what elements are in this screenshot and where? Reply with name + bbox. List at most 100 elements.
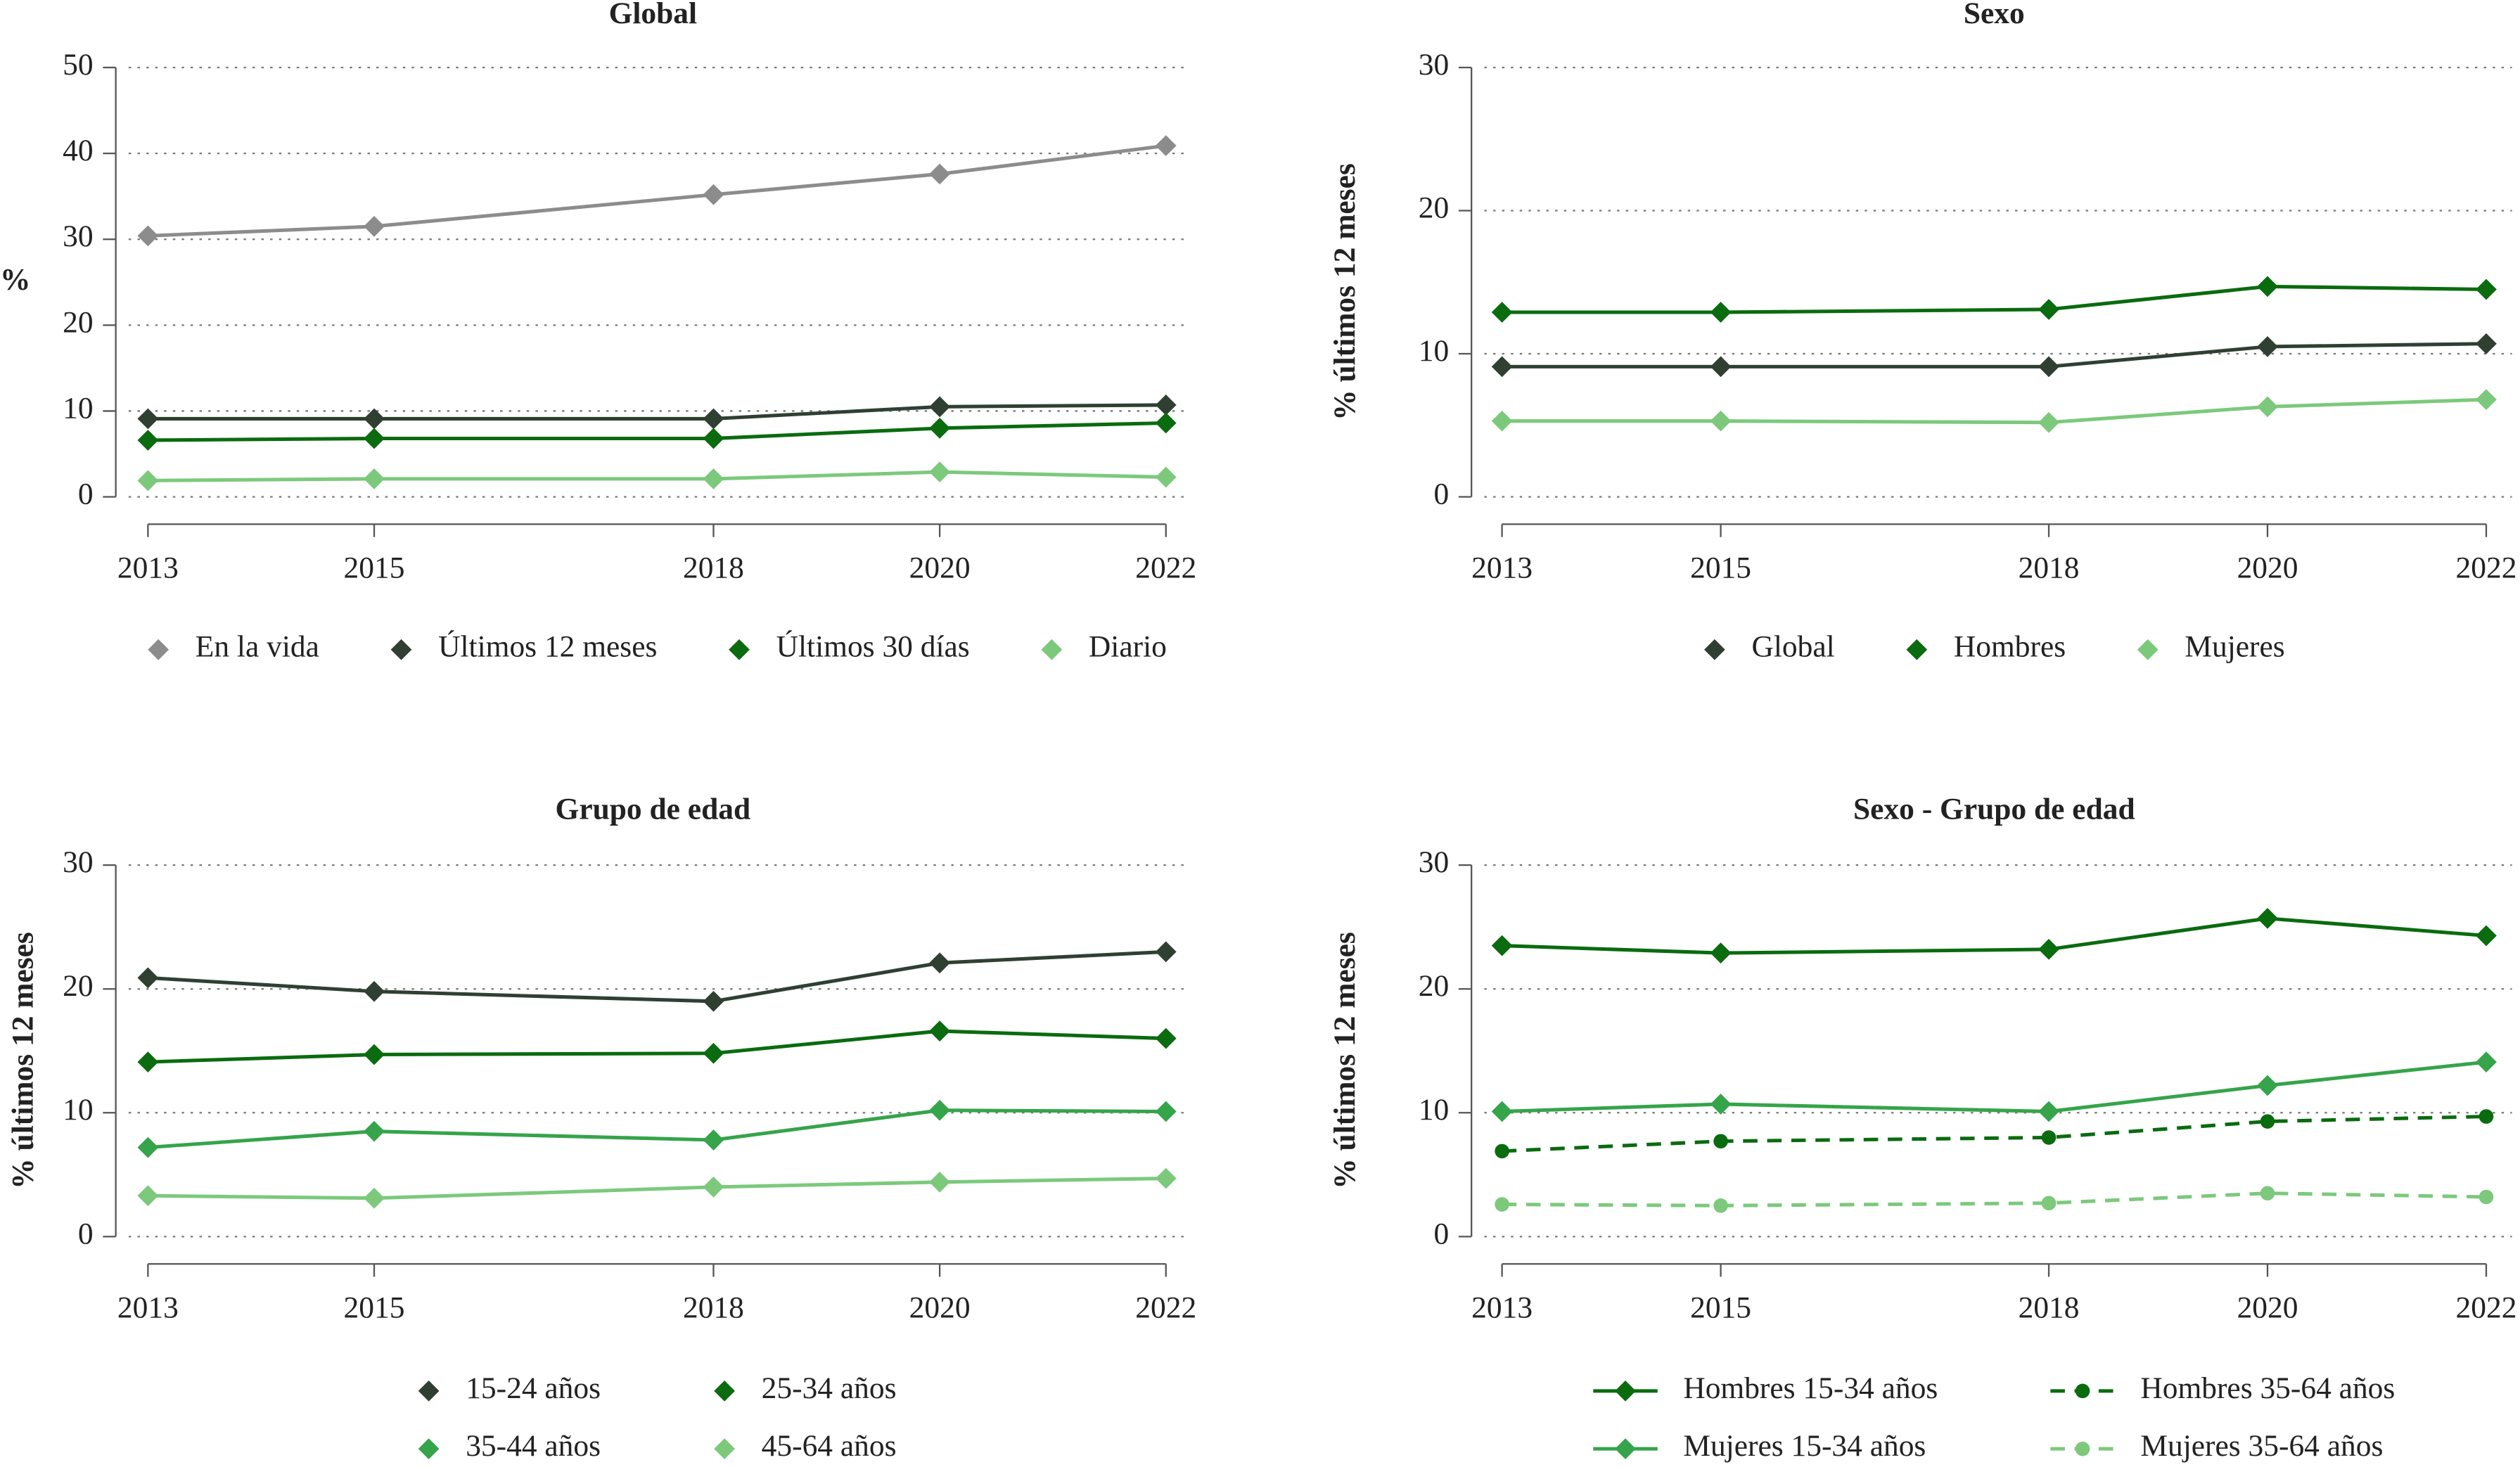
series-line: [1502, 1115, 2487, 1153]
marker: [390, 639, 412, 660]
chart-title: Sexo - Grupo de edad: [1853, 793, 2135, 826]
marker: [2257, 1075, 2278, 1096]
legend-label: Mujeres 35-64 años: [2140, 1429, 2383, 1463]
series-line: [1502, 397, 2487, 425]
marker: [703, 428, 724, 449]
marker: [2260, 1186, 2275, 1201]
legend-item: Mujeres: [2137, 630, 2285, 664]
legend-label: Global: [1751, 630, 1834, 664]
marker: [2257, 907, 2278, 929]
marker: [1155, 941, 1177, 963]
marker: [1491, 1101, 1513, 1122]
marker: [137, 1136, 159, 1158]
series-line: [148, 1177, 1166, 1200]
marker: [703, 468, 724, 489]
marker: [703, 1177, 724, 1198]
y-tick-label: 30: [1419, 845, 1449, 879]
marker: [364, 1187, 385, 1209]
legend-label: 25-34 años: [762, 1371, 897, 1405]
y-tick-label: 20: [63, 969, 93, 1003]
series-line: [1502, 1060, 2487, 1114]
legend-item: Hombres 15-34 años: [1593, 1371, 1938, 1405]
marker: [929, 1020, 950, 1042]
x-tick-label: 2020: [2237, 551, 2298, 585]
marker: [2476, 333, 2497, 354]
panel: Sexo % últimos 12 meses 0 10 20 30 2013 2015 201…: [1328, 0, 2516, 664]
legend-label: Hombres 15-34 años: [1683, 1371, 1938, 1405]
y-tick-label: 30: [63, 845, 93, 879]
x-tick-label: 2018: [2019, 1290, 2080, 1324]
marker: [2476, 278, 2497, 300]
legend-item: 25-34 años: [714, 1371, 897, 1405]
series-line: [148, 1029, 1166, 1064]
legend-item: 45-64 años: [714, 1429, 897, 1463]
legend-label: 45-64 años: [762, 1429, 897, 1463]
x-tick-label: 2015: [344, 1290, 405, 1324]
legend-label: Diario: [1089, 630, 1167, 664]
marker: [2260, 1114, 2275, 1129]
x-tick-label: 2015: [1690, 1290, 1751, 1324]
x-tick-label: 2020: [2237, 1290, 2298, 1324]
marker: [364, 428, 385, 449]
marker: [2038, 299, 2059, 320]
marker: [1710, 302, 1732, 323]
marker: [1491, 356, 1513, 378]
y-axis-label: % últimos 12 meses: [1328, 932, 1362, 1189]
x-tick-label: 2013: [117, 551, 179, 585]
marker: [1710, 942, 1732, 964]
x-tick-label: 2013: [117, 1290, 179, 1324]
marker: [1155, 135, 1177, 157]
marker: [1491, 410, 1513, 432]
legend-item: Hombres 35-64 años: [2050, 1371, 2395, 1405]
x-tick-label: 2022: [1135, 551, 1196, 585]
marker: [137, 470, 159, 492]
legend-item: Mujeres 15-34 años: [1593, 1429, 1926, 1463]
marker: [137, 408, 159, 430]
marker: [2476, 925, 2497, 947]
legend-label: 15-24 años: [466, 1371, 601, 1405]
marker: [2479, 1189, 2494, 1205]
marker: [929, 163, 950, 185]
marker: [929, 417, 950, 439]
marker: [364, 216, 385, 237]
marker: [2075, 1441, 2090, 1456]
marker: [1041, 639, 1063, 660]
legend-item: Últimos 30 días: [729, 629, 970, 664]
marker: [1155, 1167, 1177, 1189]
x-tick-label: 2013: [1471, 551, 1533, 585]
marker: [2137, 639, 2158, 660]
y-tick-label: 20: [63, 305, 93, 339]
legend-item: 35-44 años: [418, 1429, 601, 1463]
series-line: [1502, 284, 2487, 314]
x-tick-label: 2018: [683, 1290, 744, 1324]
series-line: [1502, 342, 2487, 369]
legend-item: Últimos 12 meses: [390, 629, 657, 664]
legend-label: Últimos 30 días: [776, 629, 970, 664]
y-tick-label: 10: [1419, 334, 1449, 368]
marker: [1710, 1094, 1732, 1115]
marker: [929, 952, 950, 974]
chart-title: Grupo de edad: [556, 793, 751, 826]
y-axis-label: % últimos 12 meses: [6, 932, 40, 1189]
marker: [1713, 1198, 1728, 1213]
marker: [418, 1438, 440, 1460]
marker: [2038, 411, 2059, 433]
legend-label: Hombres 35-64 años: [2140, 1371, 2395, 1405]
y-tick-label: 10: [1419, 1093, 1449, 1127]
series-line: [1502, 1191, 2487, 1207]
x-tick-label: 2015: [1690, 551, 1751, 585]
x-tick-label: 2018: [683, 551, 744, 585]
y-tick-label: 30: [63, 219, 93, 253]
marker: [729, 639, 750, 660]
marker: [148, 639, 170, 660]
legend-label: Mujeres 15-34 años: [1683, 1429, 1926, 1463]
marker: [137, 430, 159, 451]
panel: Global% 0 10 20 30 40 50 2013 2015 2018 2020 2022 En…: [0, 0, 1196, 664]
legend-label: En la vida: [196, 630, 319, 664]
series-line: [148, 421, 1166, 442]
y-tick-label: 40: [63, 134, 93, 167]
series-line: [148, 403, 1166, 421]
marker: [929, 1172, 950, 1193]
marker: [1491, 935, 1513, 956]
